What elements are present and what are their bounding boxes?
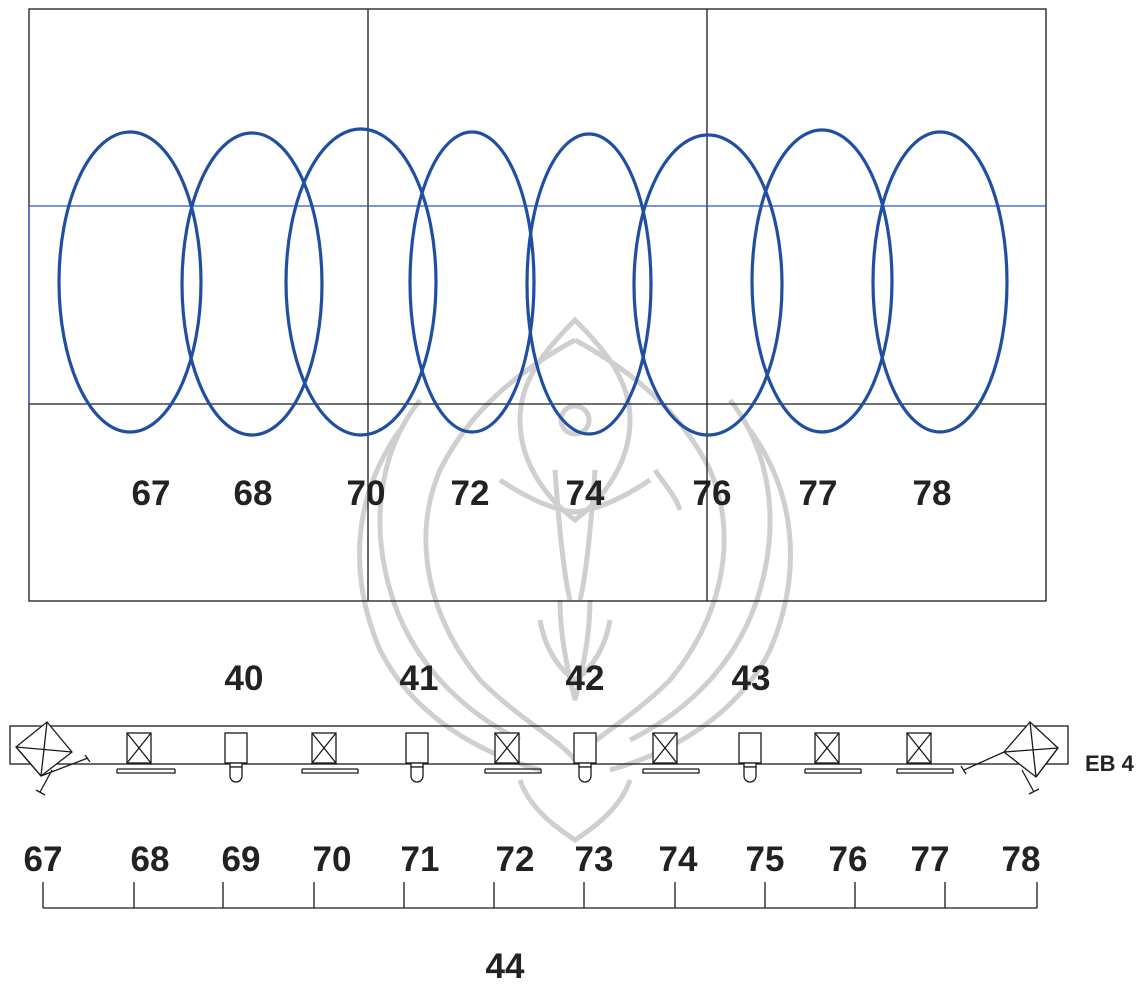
ellipse-label: 74 <box>566 474 605 513</box>
fixture-number: 70 <box>313 840 352 879</box>
fixture-number: 76 <box>829 840 868 879</box>
box-x-icon <box>301 732 359 774</box>
group-label: 40 <box>225 659 264 698</box>
light-spot-ellipse <box>408 130 536 434</box>
mirror-left-icon <box>15 721 91 796</box>
ellipse-label: 77 <box>799 474 838 513</box>
ellipse-label: 68 <box>234 474 273 513</box>
box-x-icon <box>642 732 700 774</box>
group-label: 43 <box>732 659 771 698</box>
rail-side-label: EB 4 <box>1085 751 1135 776</box>
group-label: 41 <box>400 659 439 698</box>
ellipse-labels: 67 68 70 72 74 76 77 78 <box>132 474 952 513</box>
light-spots <box>57 127 1009 437</box>
lamp-icon <box>738 732 762 783</box>
light-spot-ellipse <box>632 133 784 437</box>
bottom-numbers: 67 68 69 70 71 72 73 74 75 76 77 78 <box>24 840 1041 879</box>
rail <box>9 725 1069 765</box>
lamp-icon <box>573 732 597 783</box>
box-x-icon <box>896 732 954 774</box>
fixture-number: 74 <box>659 840 698 879</box>
light-spot-ellipse <box>180 131 324 437</box>
bracket <box>42 882 1038 909</box>
ellipse-label: 76 <box>693 474 732 513</box>
lamp-icon <box>405 732 429 783</box>
group-labels: 40 41 42 43 <box>225 659 771 698</box>
ellipse-label: 78 <box>913 474 952 513</box>
light-spot-ellipse <box>871 130 1009 434</box>
box-x-icon <box>804 732 862 774</box>
fixture-number: 69 <box>222 840 261 879</box>
ellipse-label: 72 <box>451 474 490 513</box>
fixtures <box>15 721 1059 796</box>
box-x-icon <box>484 732 542 774</box>
fixture-number: 67 <box>24 840 63 879</box>
light-spot-ellipse <box>525 132 653 436</box>
light-spot-ellipse <box>57 130 203 434</box>
fixture-number: 68 <box>131 840 170 879</box>
box-x-icon <box>116 732 176 774</box>
fixture-number: 78 <box>1002 840 1041 879</box>
light-spot-ellipse <box>284 127 438 437</box>
lamp-icon <box>224 732 248 783</box>
fixture-number: 72 <box>496 840 535 879</box>
bracket-label: 44 <box>486 947 525 985</box>
ellipse-label: 70 <box>347 474 386 513</box>
fixture-number: 75 <box>746 840 785 879</box>
fixture-number: 71 <box>401 840 440 879</box>
light-spot-ellipse <box>750 128 894 434</box>
group-label: 42 <box>566 659 605 698</box>
mirror-right-icon <box>960 721 1059 795</box>
fixture-number: 73 <box>575 840 614 879</box>
ellipse-label: 67 <box>132 474 171 513</box>
fixture-number: 77 <box>911 840 950 879</box>
